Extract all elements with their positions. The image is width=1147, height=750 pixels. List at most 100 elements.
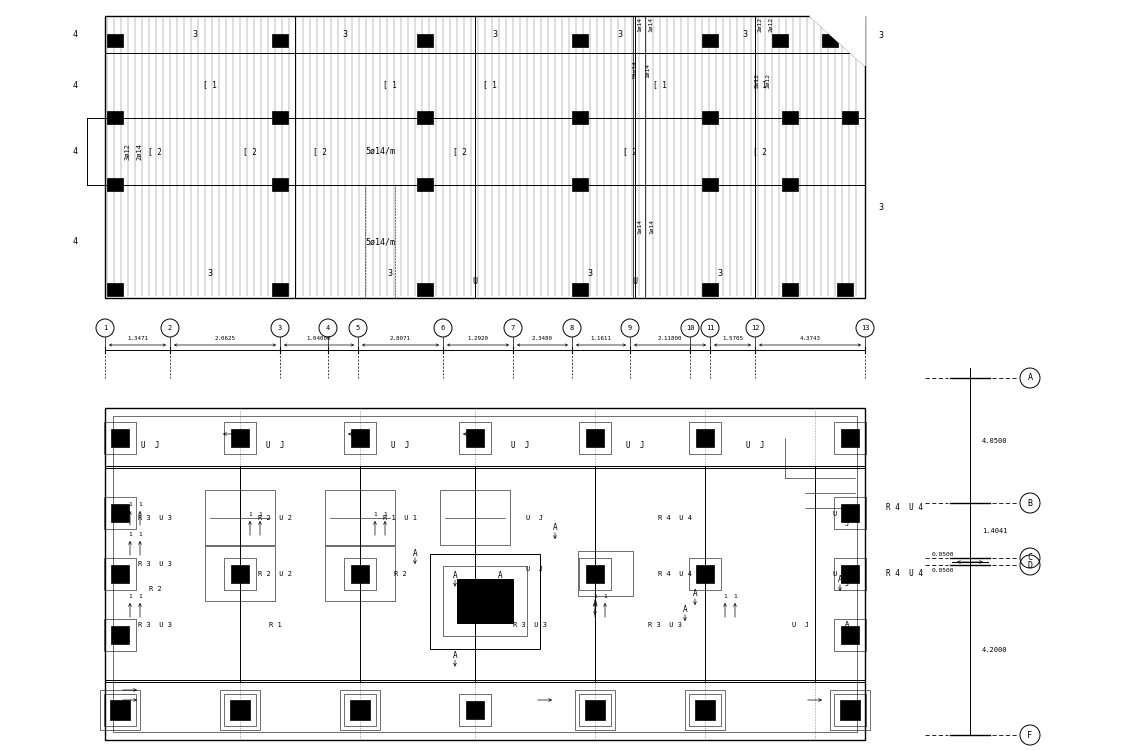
Text: 4: 4: [72, 237, 78, 246]
Bar: [579, 694, 611, 726]
Text: A: A: [593, 599, 598, 608]
Bar: [443, 566, 526, 635]
Text: 4: 4: [326, 325, 330, 331]
Bar: [579, 558, 611, 590]
Text: R 1  U 1: R 1 U 1: [383, 515, 418, 521]
Text: R 3  U 3: R 3 U 3: [513, 622, 547, 628]
Bar: [782, 283, 798, 296]
Bar: [572, 178, 588, 191]
Bar: [440, 490, 510, 545]
Text: U: U: [833, 512, 837, 518]
Bar: [685, 690, 725, 730]
Text: 3: 3: [193, 30, 197, 39]
Text: 2ø12: 2ø12: [755, 73, 759, 88]
Bar: [834, 619, 866, 651]
Bar: [106, 16, 865, 298]
Bar: [834, 558, 866, 590]
Text: 1: 1: [138, 532, 142, 536]
Bar: [231, 700, 250, 720]
Text: C: C: [1028, 554, 1032, 562]
Bar: [572, 34, 588, 46]
Bar: [104, 558, 136, 590]
Text: 2ø12: 2ø12: [768, 16, 773, 32]
Bar: [585, 700, 604, 720]
Text: 5: 5: [356, 325, 360, 331]
Bar: [840, 700, 860, 720]
Bar: [107, 178, 123, 191]
Text: A: A: [693, 590, 697, 598]
Bar: [782, 178, 798, 191]
Text: 1: 1: [128, 593, 132, 598]
Text: R 2  U 2: R 2 U 2: [258, 515, 292, 521]
Bar: [350, 700, 370, 720]
Text: 3: 3: [718, 269, 723, 278]
Text: R 4  U 4: R 4 U 4: [658, 571, 692, 577]
Text: R 3  U 3: R 3 U 3: [138, 561, 172, 567]
Bar: [578, 551, 633, 596]
Bar: [834, 694, 866, 726]
Text: U  J: U J: [526, 566, 544, 572]
Text: 2.11800: 2.11800: [657, 337, 682, 341]
Text: A: A: [453, 651, 458, 660]
Text: 1.1611: 1.1611: [591, 337, 611, 341]
Bar: [459, 694, 491, 726]
Bar: [231, 429, 249, 447]
Text: U: U: [833, 571, 837, 577]
Text: 12: 12: [751, 325, 759, 331]
Text: 1.04000: 1.04000: [306, 337, 331, 341]
Bar: [841, 429, 859, 447]
Text: [ 2: [ 2: [313, 147, 327, 156]
Bar: [702, 34, 718, 46]
Text: R 2  U 2: R 2 U 2: [258, 571, 292, 577]
Bar: [100, 690, 140, 730]
Text: 3: 3: [879, 32, 883, 40]
Text: 3: 3: [879, 203, 883, 212]
Text: 3: 3: [343, 30, 348, 39]
Text: 1.2920: 1.2920: [468, 337, 489, 341]
Bar: [110, 700, 130, 720]
Bar: [418, 34, 434, 46]
Text: 11: 11: [705, 325, 715, 331]
Text: R 2: R 2: [393, 571, 406, 577]
Text: 2: 2: [167, 325, 172, 331]
Bar: [782, 110, 798, 124]
Text: D: D: [1028, 560, 1032, 569]
Bar: [111, 504, 128, 522]
Text: 3: 3: [388, 269, 392, 278]
Bar: [830, 690, 871, 730]
Text: U: U: [632, 278, 638, 286]
Bar: [111, 626, 128, 644]
Polygon shape: [810, 6, 865, 66]
Text: 1: 1: [383, 512, 387, 517]
Text: 3: 3: [492, 30, 498, 39]
Bar: [696, 701, 713, 719]
Text: J: J: [845, 581, 849, 587]
Bar: [340, 690, 380, 730]
Text: A: A: [413, 548, 418, 557]
Bar: [696, 429, 713, 447]
Text: 3: 3: [208, 269, 212, 278]
Text: R 3  U 3: R 3 U 3: [138, 515, 172, 521]
Bar: [842, 110, 858, 124]
Bar: [325, 490, 395, 545]
Text: 1: 1: [373, 512, 377, 517]
Text: 2.3480: 2.3480: [532, 337, 553, 341]
Text: A: A: [837, 575, 842, 584]
Text: A: A: [682, 605, 687, 614]
Text: A: A: [1028, 374, 1032, 382]
Bar: [104, 619, 136, 651]
Text: R 4  U 4: R 4 U 4: [658, 515, 692, 521]
Bar: [846, 34, 863, 46]
Bar: [107, 34, 123, 46]
Bar: [572, 283, 588, 296]
Text: R 2: R 2: [149, 586, 162, 592]
Text: 0.0500: 0.0500: [933, 551, 954, 556]
Bar: [106, 408, 865, 740]
Text: 3: 3: [617, 30, 623, 39]
Text: A: A: [845, 621, 849, 627]
Text: J: J: [845, 521, 849, 527]
Bar: [231, 565, 249, 583]
Bar: [702, 283, 718, 296]
Text: [ 2: [ 2: [453, 147, 467, 156]
Bar: [459, 422, 491, 454]
